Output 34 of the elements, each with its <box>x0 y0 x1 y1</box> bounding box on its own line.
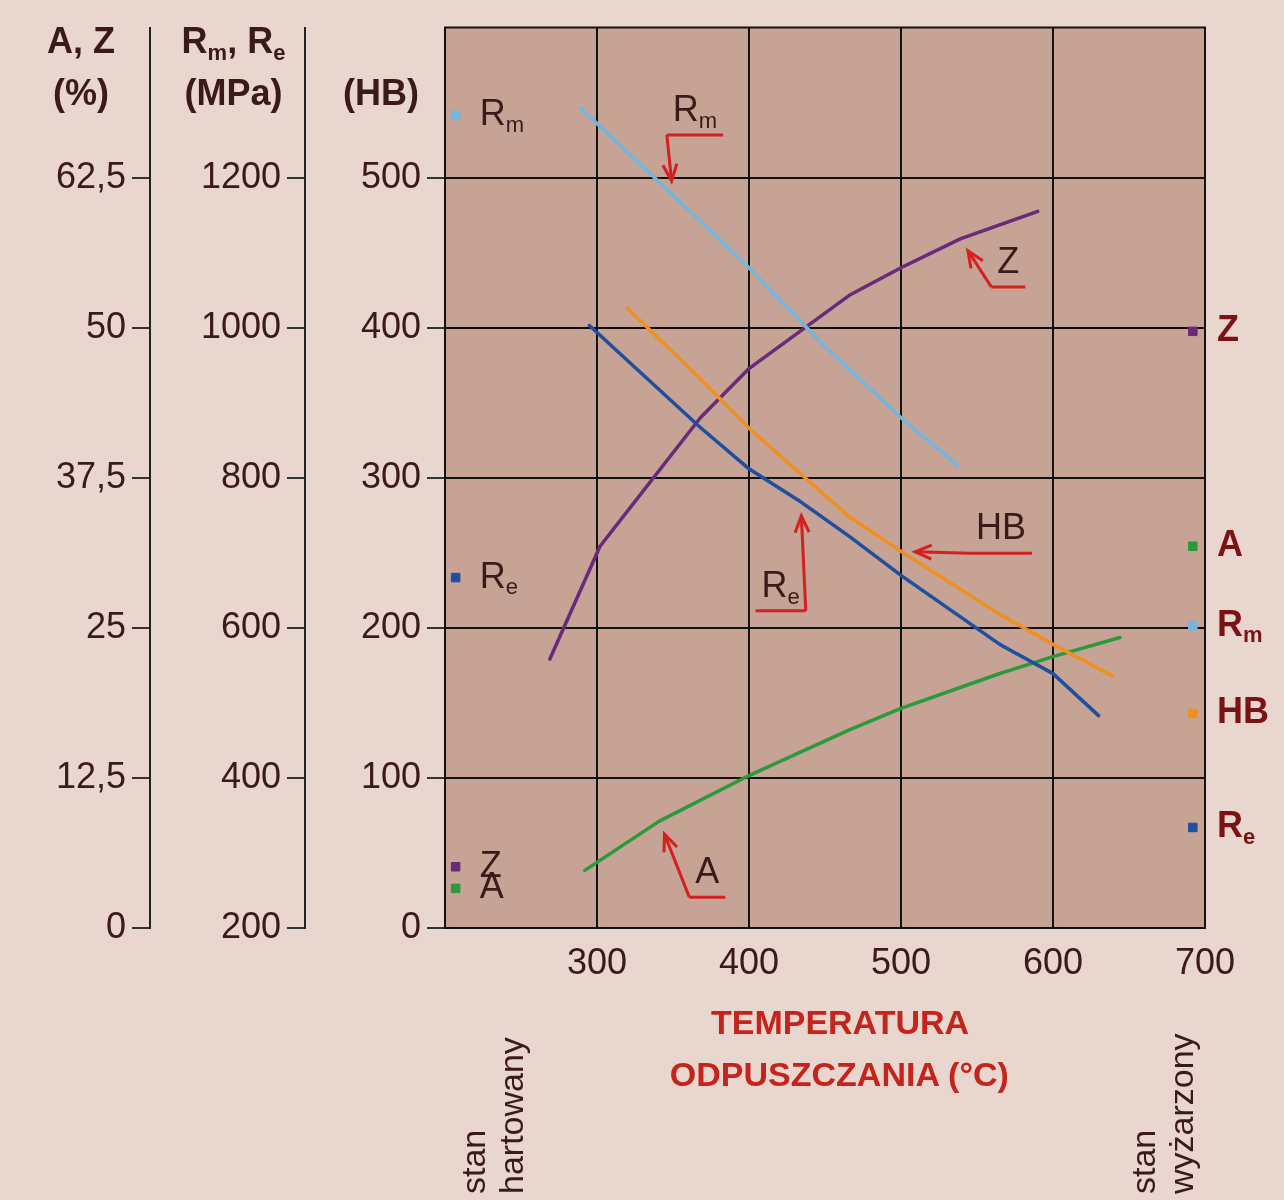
y-tick-label: 200 <box>360 604 421 646</box>
text: Z <box>1217 308 1239 350</box>
y2-tick-label: 600 <box>220 604 281 646</box>
y-tick-label: 500 <box>360 154 421 196</box>
y3-tick-label: 12,5 <box>55 754 126 796</box>
y2-tick-label: 800 <box>220 454 281 496</box>
y2-tick-label: 1000 <box>200 304 281 346</box>
y-tick-label: 300 <box>360 454 421 496</box>
series-label: HB <box>976 506 1027 548</box>
y3-tick-label: 62,5 <box>55 154 126 196</box>
series-label: HB <box>1217 690 1269 732</box>
text: A <box>1217 523 1243 565</box>
x-tick-label: 500 <box>870 940 932 982</box>
series-label: Z <box>997 239 1020 281</box>
y2-tick-label: 400 <box>220 754 281 796</box>
x-tick-label: 400 <box>718 940 780 982</box>
x-tick-label: 700 <box>1174 940 1236 982</box>
x-axis-title: TEMPERATURA ODPUSZCZANIA (°C) <box>669 1003 1009 1094</box>
x-tick-label: 300 <box>566 940 628 982</box>
y2-tick-label: 200 <box>220 904 281 946</box>
y3-tick-label: 50 <box>85 304 126 346</box>
y3-tick-label: 0 <box>105 904 126 946</box>
y-axis-title: (HB) <box>343 71 419 113</box>
text: stan wyżarzony <box>1124 1033 1201 1195</box>
y3-axis-title: A, Z (%) <box>47 19 115 113</box>
y3-tick-label: 25 <box>85 604 126 646</box>
x-tick-label: 600 <box>1022 940 1084 982</box>
y3-tick-label: 37,5 <box>55 454 126 496</box>
text: stan hartowany <box>454 1037 531 1194</box>
y-tick-label: 0 <box>400 904 421 946</box>
series-label: A <box>695 850 720 892</box>
y2-tick-label: 1200 <box>200 154 281 196</box>
y-tick-label: 100 <box>360 754 421 796</box>
y-tick-label: 400 <box>360 304 421 346</box>
